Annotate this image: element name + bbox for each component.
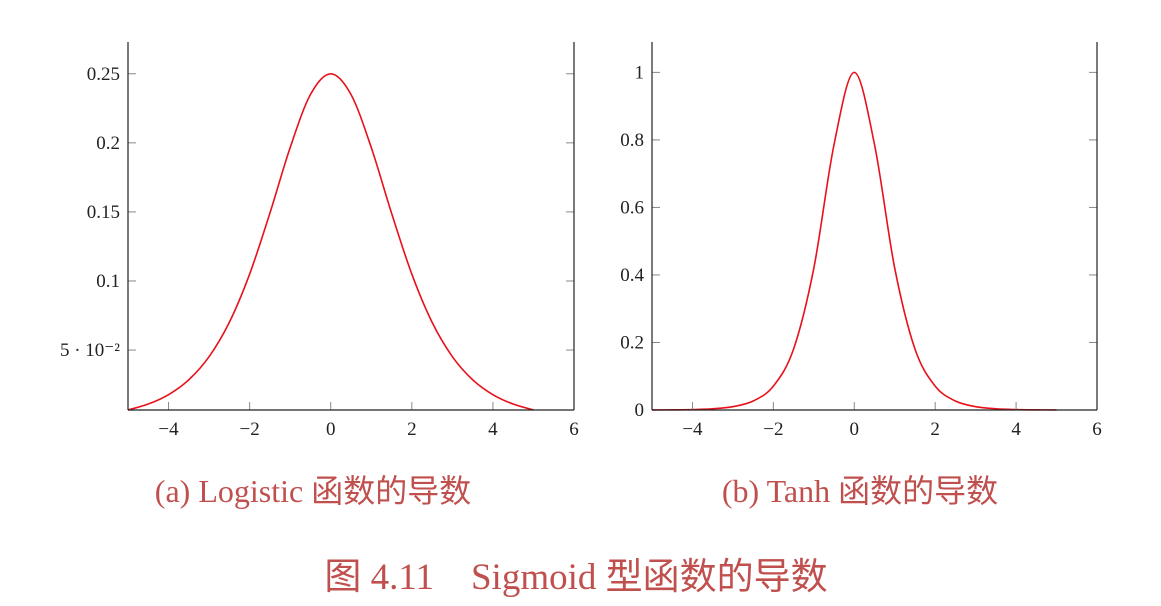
series-line: [651, 71, 1057, 411]
subcaption-b: (b) Tanh 函数的导数: [721, 473, 999, 509]
x-tick-label: 0: [850, 419, 860, 440]
y-tick-label: 0.15: [87, 202, 120, 223]
chart-logistic-derivative: −4 −2 0 2 4 6 5 · 10⁻² 0.1 0.15 0.2 0.25: [60, 42, 579, 440]
y-tick-label: 0.1: [96, 271, 120, 292]
x-tick-label: 2: [930, 419, 940, 440]
x-tick-label: −2: [240, 419, 260, 440]
x-tick-label: 6: [569, 419, 579, 440]
y-tick-label: 0.25: [87, 64, 120, 85]
y-tick-label: 0.8: [620, 130, 644, 151]
x-tick-label: −4: [158, 419, 179, 440]
y-tick-label: 5 · 10⁻²: [60, 340, 120, 361]
x-tick-label: 4: [1011, 419, 1021, 440]
y-tick-label: 1: [635, 62, 645, 83]
y-tick-label: 0.2: [620, 332, 644, 353]
y-tick-label: 0.4: [620, 265, 644, 286]
y-tick-label: 0.2: [96, 133, 120, 154]
chart-tanh-derivative: −4 −2 0 2 4 6 0 0.2 0.4 0.6 0.8 1: [620, 42, 1102, 440]
x-tick-label: 0: [326, 419, 336, 440]
x-tick-label: 4: [488, 419, 498, 440]
subcaption-a: (a) Logistic 函数的导数: [154, 473, 472, 509]
y-tick-label: 0: [635, 400, 645, 421]
x-tick-label: −4: [682, 419, 703, 440]
figure-caption: 图 4.11 Sigmoid 型函数的导数: [324, 557, 828, 598]
x-tick-label: 6: [1092, 419, 1102, 440]
series-line: [127, 72, 534, 411]
x-tick-label: 2: [407, 419, 417, 440]
y-tick-label: 0.6: [620, 197, 644, 218]
x-tick-label: −2: [763, 419, 783, 440]
